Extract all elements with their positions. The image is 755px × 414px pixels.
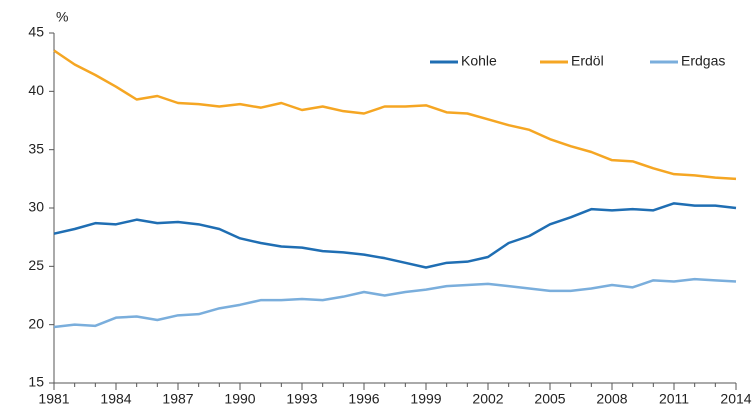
y-tick-label: 45	[28, 24, 44, 40]
data-line	[53, 49, 737, 181]
x-tick-label: 2014	[720, 391, 751, 407]
x-tick-label: 2002	[472, 391, 503, 407]
legend-label: Erdgas	[681, 53, 725, 69]
y-tick-label: 35	[28, 140, 44, 156]
x-tick-label: 1999	[410, 391, 441, 407]
x-tick-label: 1987	[162, 391, 193, 407]
data-line	[53, 202, 737, 269]
x-tick-label: 1993	[286, 391, 317, 407]
x-tick-label: 1984	[100, 391, 131, 407]
y-tick-label: 20	[28, 315, 44, 331]
legend-label: Kohle	[461, 53, 497, 69]
y-tick-label: 25	[28, 257, 44, 273]
y-axis-label: %	[56, 9, 68, 25]
y-tick-label: 15	[28, 374, 44, 390]
y-tick-label: 30	[28, 199, 44, 215]
x-tick-label: 2008	[596, 391, 627, 407]
x-tick-label: 2011	[659, 391, 689, 407]
x-tick-label: 1990	[224, 391, 255, 407]
x-tick-label: 2005	[534, 391, 565, 407]
y-tick-label: 40	[28, 82, 44, 98]
legend-label: Erdöl	[571, 53, 604, 69]
data-line	[53, 277, 737, 329]
x-tick-label: 1996	[348, 391, 379, 407]
x-tick-label: 1981	[38, 391, 69, 407]
